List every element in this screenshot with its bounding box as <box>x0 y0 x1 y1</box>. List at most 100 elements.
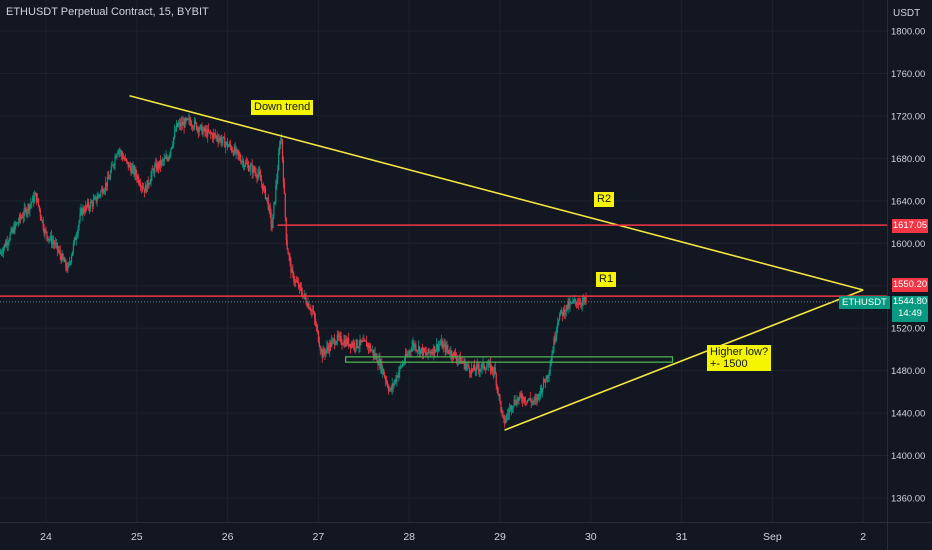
candle-up <box>75 236 77 241</box>
candle-up <box>338 335 340 338</box>
candle-up <box>132 166 134 168</box>
candle-down <box>468 364 470 369</box>
candle-up <box>437 345 440 351</box>
candle-down <box>237 150 239 155</box>
candle-up <box>326 346 328 351</box>
candle-down <box>119 150 121 152</box>
candle-down <box>13 228 15 234</box>
candle-down <box>503 415 505 420</box>
candle-up <box>49 238 51 240</box>
candle-down <box>575 299 577 302</box>
candle-down <box>474 370 477 372</box>
candle-up <box>558 314 561 321</box>
candle-down <box>405 353 407 356</box>
higher-low-label[interactable]: Higher low? +- 1500 <box>707 345 772 371</box>
candle-down <box>281 139 284 161</box>
candle-down <box>470 372 472 375</box>
candle-up <box>82 208 84 215</box>
candle-up <box>422 348 424 356</box>
candle-down <box>423 348 425 352</box>
candle-up <box>528 398 530 400</box>
candle-up <box>31 201 33 204</box>
candle-down <box>59 250 61 256</box>
candle-up <box>527 399 529 401</box>
candle-up <box>442 344 444 349</box>
candle-up <box>480 368 482 370</box>
candle-up <box>519 393 521 398</box>
higher-low-line-1: Higher low? <box>710 346 769 358</box>
candle-up <box>411 346 413 352</box>
candle-up <box>61 254 63 262</box>
candle-up <box>158 160 161 168</box>
r1-label[interactable]: R1 <box>596 272 617 287</box>
candle-down <box>189 118 191 122</box>
candle-down <box>261 180 263 185</box>
candle-up <box>538 394 540 395</box>
candle-down <box>485 368 487 370</box>
candle-up <box>241 161 243 163</box>
candle-up <box>27 204 29 212</box>
candle-down <box>517 398 519 401</box>
candle-down <box>333 338 336 345</box>
candle-up <box>556 327 558 336</box>
candle-down <box>323 349 325 353</box>
candle-up <box>410 351 412 352</box>
candle-down <box>309 309 311 310</box>
y-tick-label: 1520.00 <box>891 324 925 335</box>
candle-down <box>256 175 258 178</box>
candle-down <box>266 197 268 199</box>
candle-up <box>233 146 235 155</box>
candles <box>0 113 587 428</box>
downtrend-label[interactable]: Down trend <box>251 100 314 115</box>
candle-up <box>427 348 429 355</box>
r2-label[interactable]: R2 <box>594 192 615 207</box>
candle-down <box>330 342 332 347</box>
candle-down <box>367 343 370 349</box>
candle-up <box>161 160 163 162</box>
candle-up <box>99 194 101 196</box>
candle-down <box>494 367 496 374</box>
candle-up <box>559 310 562 315</box>
candle-up <box>111 165 113 167</box>
candle-down <box>386 382 389 387</box>
candle-down <box>52 241 55 244</box>
candle-down <box>285 217 287 241</box>
candle-down <box>365 340 367 342</box>
candle-down <box>6 241 8 245</box>
time-axis[interactable]: 24 25 26 27 28 29 30 31 Sep 2 <box>40 531 866 543</box>
candle-up <box>277 169 279 180</box>
candle-down <box>444 343 446 352</box>
candle-down <box>121 151 123 156</box>
candle-up <box>488 363 491 364</box>
candle-down <box>306 303 308 307</box>
candle-down <box>579 302 581 305</box>
candle-up <box>180 122 182 127</box>
candle-up <box>565 304 567 312</box>
candle-up <box>487 366 489 368</box>
candle-up <box>506 414 509 416</box>
candle-down <box>328 348 330 352</box>
candle-down <box>296 280 298 282</box>
price-axis[interactable]: 1800.00 1760.00 1720.00 1680.00 1640.00 1600.… <box>891 27 925 505</box>
candle-up <box>100 191 102 195</box>
candle-down <box>253 167 255 172</box>
candle-up <box>394 379 396 383</box>
candle-up <box>493 367 495 373</box>
candle-down <box>319 346 321 351</box>
y-tick-label: 1440.00 <box>891 409 925 420</box>
candle-up <box>275 184 277 202</box>
candle-up <box>466 365 468 367</box>
candle-up <box>172 144 174 147</box>
candle-up <box>486 367 488 370</box>
candle-down <box>364 339 366 341</box>
candle-down <box>401 366 403 368</box>
candle-up <box>268 206 270 210</box>
candle-up <box>124 158 127 160</box>
candle-up <box>465 365 467 370</box>
candle-down <box>159 160 162 166</box>
descending-trendline <box>129 94 864 291</box>
candle-down <box>133 166 135 175</box>
candle-down <box>585 297 587 302</box>
candle-down <box>441 340 443 349</box>
